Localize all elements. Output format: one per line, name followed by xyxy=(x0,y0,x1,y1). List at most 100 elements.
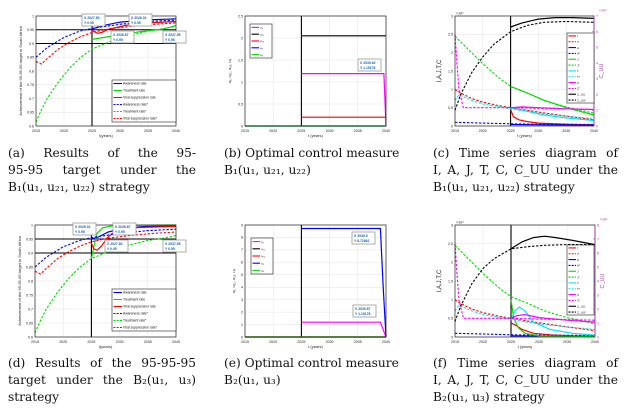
x-tick-label: 2030 xyxy=(326,340,334,344)
x-tick-label: 2040 xyxy=(382,129,390,133)
chart-b: 2015 2020 2025 2030 2035 2040 0 0.5 1 1.5 2 2.5 t (y… xyxy=(227,14,390,138)
datatip-box xyxy=(162,239,187,253)
datatip: X 2027.83Y 0.95 xyxy=(104,239,129,253)
x-tick-label: 2025 xyxy=(297,340,305,344)
chart-d: 2015 2020 2025 2030 2035 2040 0.6 0.65 0.7 0.75 0.… xyxy=(17,222,187,349)
x-tick-label: 2035 xyxy=(354,129,362,133)
datatip-x: X 2037.55 xyxy=(165,242,181,246)
y-tick-label: 0.9 xyxy=(29,42,34,46)
y-tick-label: 0 xyxy=(451,335,453,339)
series-line xyxy=(510,17,595,28)
y-exponent-label: ×10⁴ xyxy=(456,12,464,16)
series-line xyxy=(510,313,596,323)
y-tick-label: 1 xyxy=(451,88,453,92)
caption-line: target under the B₂(u₁, u₃) xyxy=(8,373,196,387)
y-tick-label: 3 xyxy=(451,223,453,227)
datatip-y: Y 0.95 xyxy=(84,21,94,25)
legend-entry: C_UU* xyxy=(577,310,587,314)
legend-entry: A xyxy=(577,258,579,262)
legend-entry: Awareness rate* xyxy=(123,312,148,316)
legend: u₁ u₂₁ u₂₂ u₃ u₄ xyxy=(249,23,273,59)
datatip-x: X 2026.67 xyxy=(113,33,129,37)
y-axis-label: I,A,J,T,C xyxy=(437,269,443,292)
legend-entry: C* xyxy=(577,87,581,91)
caption-line: (f) Time series diagram of xyxy=(433,356,618,370)
datatip-y: Y 0.95 xyxy=(107,247,117,251)
x-tick-label: 2030 xyxy=(534,129,542,133)
x-tick-label: 2025 xyxy=(88,129,96,133)
caption-line: (d) Results of the 95-95-95 xyxy=(8,356,196,370)
caption-line: B₁(u₁, u₂₁, u₂₂) strategy xyxy=(433,180,575,194)
axes-frame xyxy=(34,224,177,338)
y2-tick-label: 7 xyxy=(597,237,599,241)
legend-entry: I* xyxy=(577,252,580,256)
datatip-y: Y 0.95 xyxy=(165,38,175,42)
y2-tick-label: 8 xyxy=(597,223,599,227)
legend-entry: Viral suppression rate xyxy=(123,96,156,100)
datatip: X 2026.67Y 0.95 xyxy=(110,30,135,44)
x-axis-label: t(years) xyxy=(99,344,113,349)
chart-f: 2015 2020 2025 2030 2035 204000.511.522.53012… xyxy=(437,218,608,350)
legend-entry: C xyxy=(577,81,580,85)
legend: Awareness rate Treatment rate Viral suppre… xyxy=(111,79,177,123)
x-tick-label: 2025 xyxy=(507,340,515,344)
y-tick-label: 0.8 xyxy=(29,69,34,73)
y-tick-label: 3 xyxy=(451,14,453,18)
series-line xyxy=(91,18,177,30)
y-tick-label: 0.7 xyxy=(29,97,34,101)
legend-entry: A xyxy=(577,46,579,50)
legend-entry: u₁ xyxy=(260,26,263,30)
datatip-box xyxy=(162,30,187,44)
x-tick-label: 2030 xyxy=(535,340,543,344)
caption-a: (a) Results of the 95- 95-95 target unde… xyxy=(8,145,196,196)
legend-entry: I xyxy=(577,34,578,38)
y-tick-label: 8 xyxy=(241,236,243,240)
y-tick-label: 0.5 xyxy=(448,106,453,110)
y-tick-label: 1 xyxy=(241,80,243,84)
datatip-x: X 2037.55 xyxy=(165,33,181,37)
x-tick-label: 2030 xyxy=(116,129,124,133)
datatip-y: Y 0.95 xyxy=(131,21,141,25)
legend-entry: Treatment rate* xyxy=(123,319,147,323)
series-line xyxy=(454,243,596,321)
datatip-x: X 2026.01 xyxy=(131,16,147,20)
x-tick-label: 2030 xyxy=(116,340,124,344)
legend-entry: J xyxy=(577,57,579,61)
legend-entry: C* xyxy=(577,299,581,303)
series-line xyxy=(510,235,596,250)
y2-tick-label: 0 xyxy=(596,124,598,128)
y-tick-label: 5 xyxy=(241,273,243,277)
series-line xyxy=(454,244,595,322)
y-tick-label: 2 xyxy=(451,51,453,55)
y2-tick-label: 4 xyxy=(596,61,598,65)
series-line xyxy=(454,34,595,111)
legend-entry: u₃ xyxy=(261,261,265,265)
x-axis-label: t (years) xyxy=(518,344,533,349)
legend-entry: u₂₁ xyxy=(261,247,265,251)
legend-entry: u₂₂ xyxy=(261,254,266,258)
legend-entry: I* xyxy=(577,40,580,44)
datatip-box xyxy=(110,30,135,44)
y2-exponent-label: ×10⁴ xyxy=(599,9,607,13)
x-tick-label: 2035 xyxy=(562,129,570,133)
y-tick-label: 4 xyxy=(241,286,243,290)
y-tick-label: 2 xyxy=(451,261,453,265)
x-tick-label: 2040 xyxy=(172,340,180,344)
y2-tick-label: 3 xyxy=(596,77,598,81)
y-tick-label: 0.95 xyxy=(27,28,34,32)
caption-line: (a) Results of the 95- xyxy=(8,146,196,160)
axes-frame xyxy=(244,15,387,127)
datatip-box xyxy=(112,222,137,236)
x-axis-label: t(years) xyxy=(99,133,113,138)
y-tick-label: 0.5 xyxy=(448,317,453,321)
y-axis-label: u₁, u₂₁, u₂₂, u₃ xyxy=(227,58,232,83)
series-line xyxy=(34,228,177,268)
legend-box xyxy=(249,23,273,59)
legend-entry: C xyxy=(577,293,580,297)
x-tick-label: 2035 xyxy=(144,340,152,344)
y2-tick-label: 1 xyxy=(596,109,598,113)
y2-tick-label: 7 xyxy=(596,14,598,18)
legend-entry: J xyxy=(577,269,579,273)
y2-axis-label: C_UU xyxy=(600,273,606,288)
